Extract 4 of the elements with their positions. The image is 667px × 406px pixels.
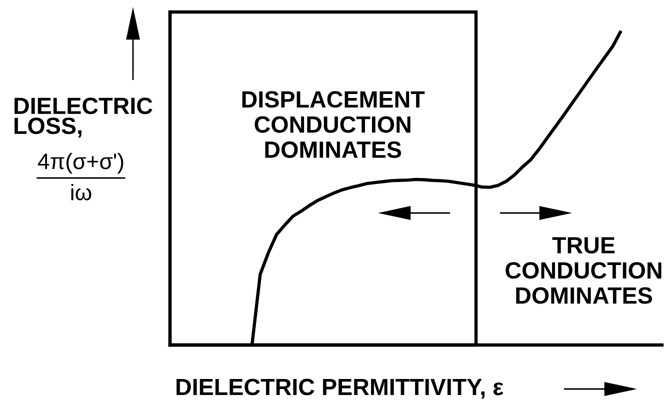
y-axis-title: DIELECTRIC LOSS, 4π(σ+σ') iω xyxy=(14,98,152,200)
annotation: TRUE CONDUCTION DOMINATES xyxy=(506,237,662,304)
x-axis-title: DIELECTRIC PERMITTIVITY, ε xyxy=(176,378,504,399)
annotation: DISPLACEMENT CONDUCTION DOMINATES xyxy=(242,91,425,158)
